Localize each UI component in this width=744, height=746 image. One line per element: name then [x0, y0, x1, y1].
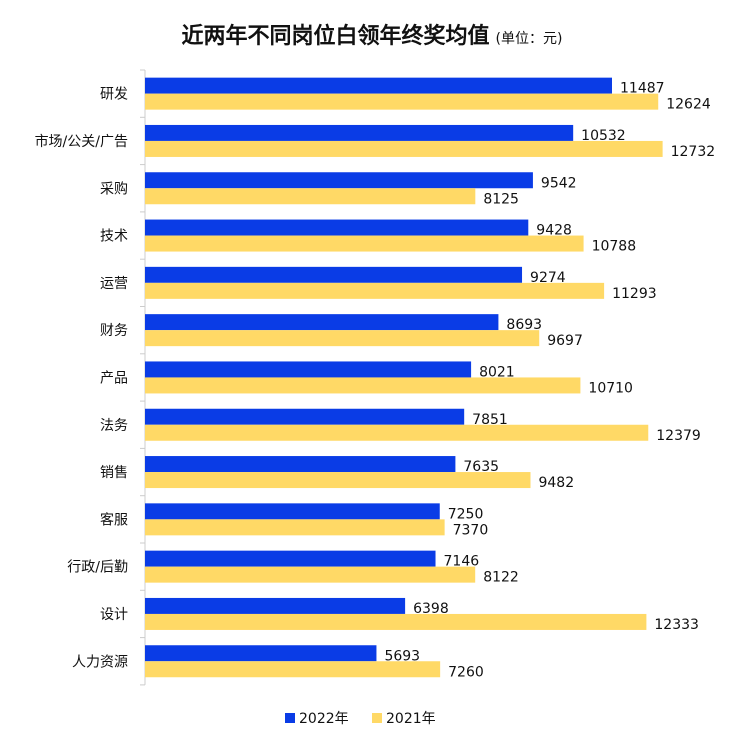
- chart-title-text: 近两年不同岗位白领年终奖均值: [181, 24, 490, 49]
- data-label: 12379: [656, 428, 701, 444]
- category-label: 运营: [100, 276, 128, 292]
- bar-2022年: [145, 456, 456, 473]
- category-label: 人力资源: [72, 654, 128, 670]
- data-label: 7635: [463, 459, 499, 475]
- data-label: 9697: [547, 333, 583, 349]
- data-label: 5693: [384, 648, 420, 664]
- data-label: 8021: [479, 364, 515, 380]
- data-label: 7250: [448, 506, 484, 522]
- category-label: 研发: [100, 87, 128, 103]
- bar-2021年: [145, 188, 476, 205]
- bar-2022年: [145, 550, 436, 567]
- bar-2021年: [145, 282, 605, 299]
- data-label: 12333: [654, 617, 699, 633]
- category-label: 财务: [100, 323, 128, 339]
- data-label: 9542: [541, 175, 577, 191]
- chart-unit: (单位：元): [495, 31, 563, 47]
- data-label: 10532: [581, 128, 626, 144]
- bar-2021年: [145, 661, 441, 678]
- bar-2021年: [145, 377, 581, 394]
- category-label: 产品: [100, 370, 128, 386]
- legend-label: 2022年: [299, 711, 349, 727]
- bar-2022年: [145, 77, 612, 94]
- data-label: 9428: [536, 223, 572, 239]
- bar-2022年: [145, 361, 472, 378]
- bar-2021年: [145, 330, 540, 347]
- data-label: 10710: [588, 380, 633, 396]
- data-label: 7260: [448, 664, 484, 680]
- bar-2022年: [145, 408, 465, 425]
- category-label: 市场/公关/广告: [35, 133, 128, 150]
- chart-title: 近两年不同岗位白领年终奖均值 (单位：元): [0, 18, 744, 50]
- data-label: 9482: [538, 475, 574, 491]
- bar-2022年: [145, 503, 440, 520]
- category-label: 采购: [100, 181, 128, 197]
- bar-2021年: [145, 472, 531, 489]
- bar-2021年: [145, 140, 663, 157]
- data-label: 7851: [472, 412, 508, 428]
- data-label: 7370: [453, 522, 489, 538]
- data-label: 9274: [530, 270, 566, 286]
- bar-2022年: [145, 645, 377, 662]
- category-label: 法务: [100, 418, 128, 434]
- category-label: 技术: [100, 229, 128, 245]
- legend-swatch: [285, 713, 295, 723]
- bar-2021年: [145, 519, 445, 536]
- bar-2022年: [145, 314, 499, 331]
- data-label: 12624: [666, 97, 711, 113]
- data-label: 11487: [620, 81, 665, 97]
- data-label: 8125: [483, 191, 519, 207]
- bar-2022年: [145, 124, 574, 141]
- category-label: 设计: [100, 607, 128, 623]
- data-label: 10788: [592, 239, 637, 255]
- data-label: 11293: [612, 286, 657, 302]
- data-label: 6398: [413, 601, 449, 617]
- bar-2021年: [145, 566, 476, 583]
- bar-2021年: [145, 424, 649, 441]
- bar-2021年: [145, 93, 659, 110]
- bar-2021年: [145, 613, 647, 630]
- bar-2022年: [145, 266, 523, 283]
- category-label: 行政/后勤: [67, 560, 128, 576]
- legend-label: 2021年: [386, 711, 436, 727]
- category-label: 客服: [100, 511, 128, 528]
- data-label: 7146: [444, 554, 480, 570]
- legend-swatch: [372, 713, 382, 723]
- data-label: 8122: [483, 570, 519, 586]
- bar-2022年: [145, 219, 529, 236]
- bar-2022年: [145, 597, 406, 614]
- category-label: 销售: [100, 465, 128, 481]
- data-label: 8693: [506, 317, 542, 333]
- bar-2022年: [145, 172, 533, 189]
- data-label: 12732: [671, 144, 716, 160]
- bar-2021年: [145, 235, 584, 252]
